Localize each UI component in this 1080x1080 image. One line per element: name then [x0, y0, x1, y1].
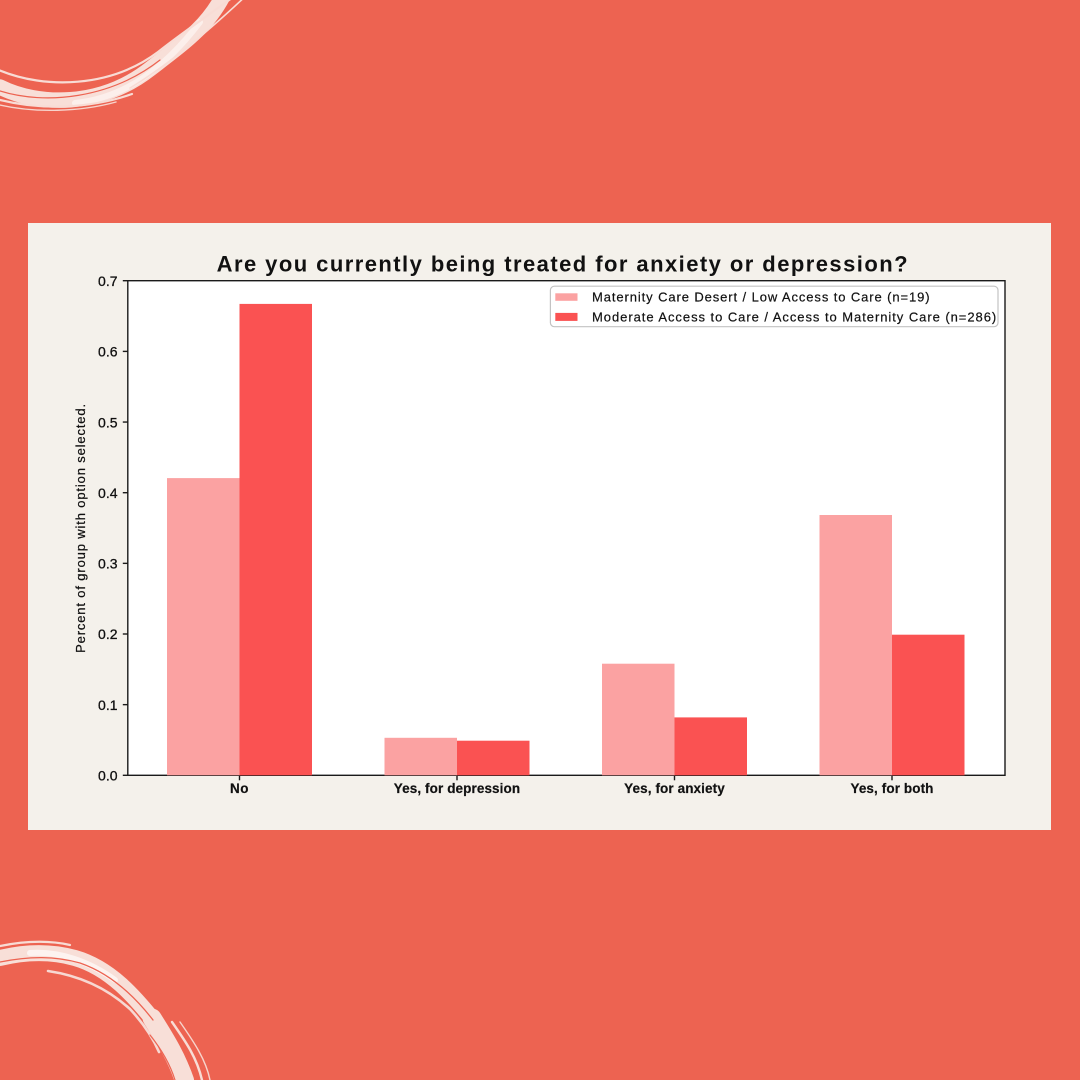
svg-text:Yes, for anxiety: Yes, for anxiety [624, 781, 725, 796]
svg-text:0.6: 0.6 [98, 344, 118, 360]
svg-text:No: No [230, 781, 249, 796]
svg-text:0.1: 0.1 [98, 697, 118, 713]
svg-text:0.3: 0.3 [98, 556, 118, 572]
svg-text:Maternity Care Desert / Low Ac: Maternity Care Desert / Low Access to Ca… [592, 290, 931, 305]
svg-text:0.2: 0.2 [98, 626, 118, 642]
svg-text:0.7: 0.7 [98, 273, 118, 289]
svg-text:0.4: 0.4 [98, 485, 118, 501]
svg-text:Moderate Access to Care / Acce: Moderate Access to Care / Access to Mate… [592, 309, 997, 324]
svg-text:Yes, for both: Yes, for both [850, 781, 933, 796]
svg-text:0.0: 0.0 [98, 768, 118, 784]
svg-text:Percent of group with option s: Percent of group with option selected. [73, 403, 88, 653]
svg-text:Are you currently being treate: Are you currently being treated for anxi… [217, 252, 909, 277]
svg-text:Yes, for depression: Yes, for depression [394, 781, 520, 796]
svg-text:0.5: 0.5 [98, 414, 118, 430]
